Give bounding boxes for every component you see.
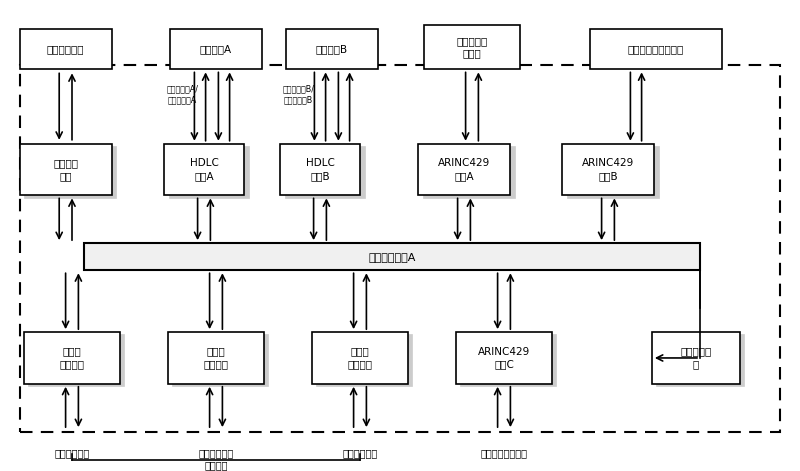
Bar — [424, 24, 520, 69]
Bar — [169, 146, 249, 198]
Bar — [562, 144, 654, 195]
Bar — [652, 332, 740, 384]
Bar — [20, 65, 780, 432]
Text: 开关量
接口模块: 开关量 接口模块 — [59, 347, 85, 369]
Text: 主数据通道B/
从数据通道B: 主数据通道B/ 从数据通道B — [282, 84, 314, 105]
Text: 主计算机
模块: 主计算机 模块 — [53, 158, 78, 181]
Bar — [316, 334, 412, 386]
Bar — [172, 334, 268, 386]
Bar — [170, 29, 262, 69]
Bar — [460, 334, 556, 386]
Text: 输入数字信号: 输入数字信号 — [342, 448, 378, 459]
Text: 模拟量
接口模块: 模拟量 接口模块 — [203, 347, 229, 369]
Text: 综合处理单元: 综合处理单元 — [47, 44, 84, 55]
Text: 主数据通道A/
从数据通道A: 主数据通道A/ 从数据通道A — [166, 84, 198, 105]
Bar — [285, 146, 365, 198]
Text: 外围系统输出通道: 外围系统输出通道 — [481, 448, 527, 459]
Text: 外围系统: 外围系统 — [204, 460, 228, 470]
Text: 显示单元B: 显示单元B — [316, 44, 348, 55]
Text: HDLC
模块B: HDLC 模块B — [306, 158, 334, 181]
Bar — [168, 332, 264, 384]
Bar — [19, 144, 112, 195]
Text: 背板总线模块A: 背板总线模块A — [368, 252, 416, 262]
Bar — [418, 144, 510, 195]
Bar — [422, 146, 515, 198]
Bar — [656, 334, 744, 386]
Text: 发动机参数接口单元: 发动机参数接口单元 — [628, 44, 684, 55]
Bar — [164, 144, 244, 195]
Bar — [590, 29, 722, 69]
Bar — [286, 29, 378, 69]
Text: 数字量
接口模块: 数字量 接口模块 — [347, 347, 373, 369]
Bar — [24, 332, 120, 384]
Text: 显示单元A: 显示单元A — [200, 44, 232, 55]
Bar — [280, 144, 360, 195]
Bar — [456, 332, 552, 384]
Text: 音频选择控
制单元: 音频选择控 制单元 — [456, 36, 488, 58]
Bar — [567, 146, 659, 198]
Text: HDLC
模块A: HDLC 模块A — [190, 158, 218, 181]
Bar — [312, 332, 408, 384]
Bar — [28, 334, 124, 386]
Bar — [25, 146, 117, 198]
Text: 输入模拟信号: 输入模拟信号 — [198, 448, 234, 459]
Bar — [84, 243, 700, 270]
Text: ARINC429
模块B: ARINC429 模块B — [582, 158, 634, 181]
Text: 输入开关信号: 输入开关信号 — [54, 448, 90, 459]
Text: ARINC429
模块C: ARINC429 模块C — [478, 347, 530, 369]
Text: ARINC429
模块A: ARINC429 模块A — [438, 158, 490, 181]
Bar — [19, 29, 112, 69]
Text: 电源转换模
块: 电源转换模 块 — [680, 347, 712, 369]
